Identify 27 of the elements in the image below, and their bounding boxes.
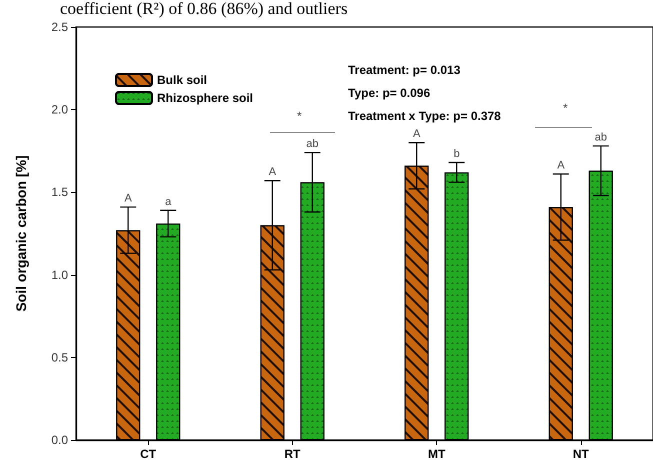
y-tick-label: 1.0 xyxy=(51,268,68,282)
y-tick-label: 0.5 xyxy=(51,350,68,364)
annotation: ab xyxy=(306,138,318,150)
annotation: Type: p= 0.096 xyxy=(348,86,430,100)
annotation: * xyxy=(297,109,302,123)
y-tick-label: 1.5 xyxy=(51,185,68,200)
y-tick-label: 2.5 xyxy=(51,20,68,34)
y-axis-title: Soil organic carbon [%] xyxy=(13,155,29,312)
annotation: Treatment x Type: p= 0.378 xyxy=(348,109,502,123)
annotation: a xyxy=(165,196,172,208)
x-tick-label: MT xyxy=(428,447,446,461)
text: coefficient (R²) of 0.86 (86%) and outliers xyxy=(60,0,348,18)
annotation: * xyxy=(563,101,568,115)
legend-label: Bulk soil xyxy=(157,73,208,87)
annotation: b xyxy=(454,148,460,160)
x-tick-label: RT xyxy=(284,447,302,461)
annotation: A xyxy=(412,128,421,140)
x-tick-label: CT xyxy=(140,447,157,461)
x-tick-label: NT xyxy=(572,447,590,461)
annotation: Treatment: p= 0.013 xyxy=(348,63,461,77)
legend-label: Rhizosphere soil xyxy=(157,91,254,105)
annotation: A xyxy=(268,166,277,178)
annotation: ab xyxy=(594,131,607,144)
annotation: A xyxy=(124,192,132,205)
y-tick-label: 2.0 xyxy=(51,102,68,117)
annotation: A xyxy=(557,160,566,172)
y-tick-label: 0.0 xyxy=(51,433,68,447)
